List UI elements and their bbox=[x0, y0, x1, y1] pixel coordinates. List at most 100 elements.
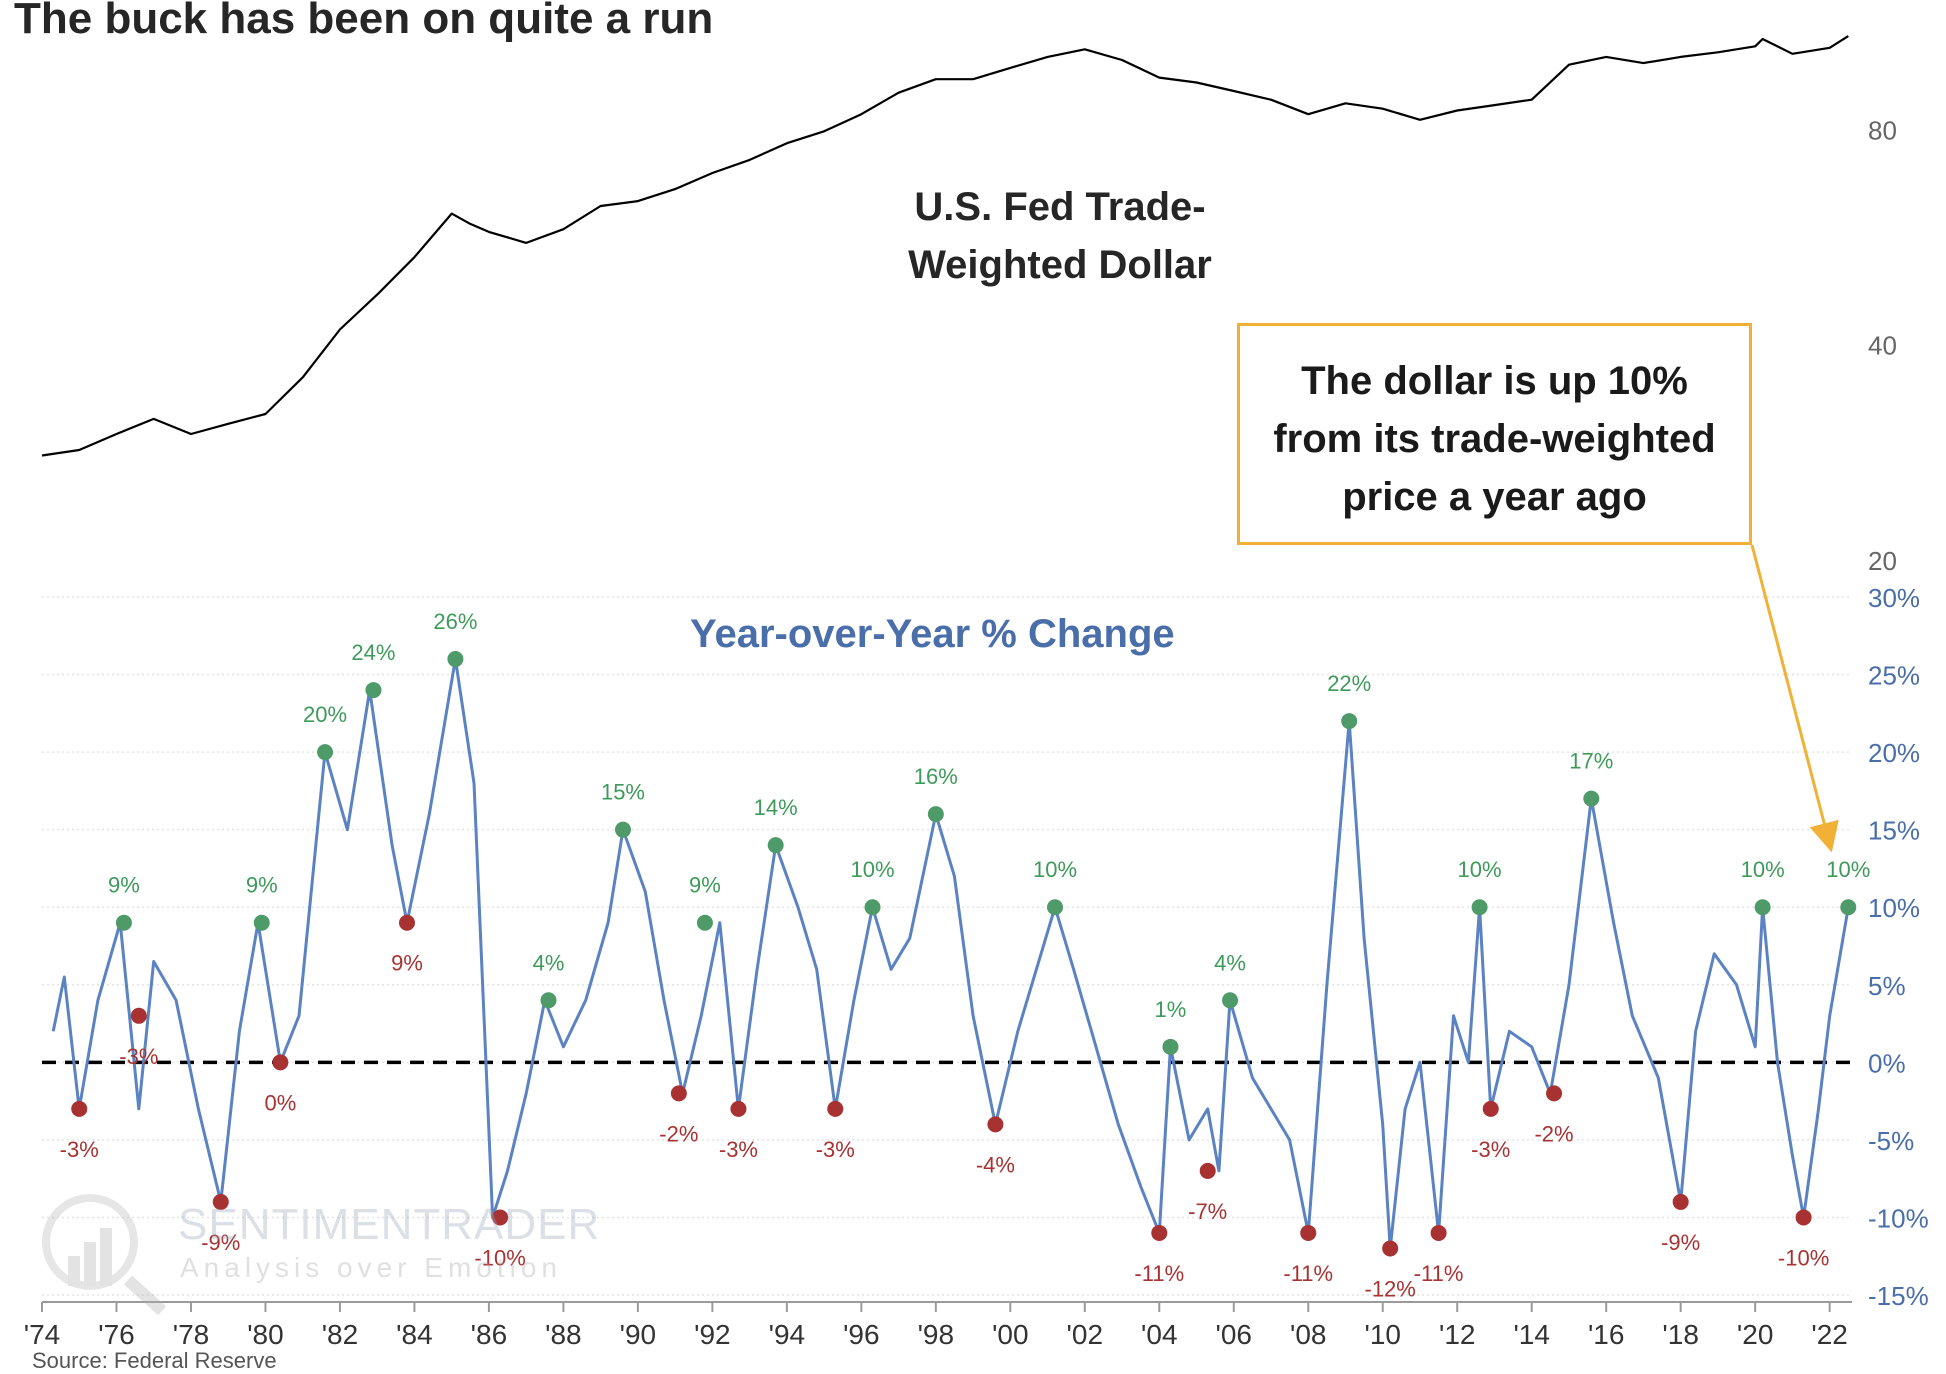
trough-label: -3% bbox=[60, 1137, 99, 1162]
peak-label: 10% bbox=[1826, 857, 1870, 882]
peak-marker bbox=[365, 682, 382, 699]
yoy-series-label: Year-over-Year % Change bbox=[690, 612, 1175, 656]
peak-label: 10% bbox=[1033, 857, 1077, 882]
dollar-series-label-line-2: Weighted Dollar bbox=[908, 243, 1212, 287]
x-axis-tick-label: '06 bbox=[1216, 1319, 1253, 1350]
x-axis-tick-label: '14 bbox=[1513, 1319, 1550, 1350]
trough-marker bbox=[1199, 1162, 1216, 1179]
callout-line-2: from its trade-weighted bbox=[1273, 417, 1716, 461]
trough-label: -2% bbox=[1534, 1121, 1573, 1146]
x-axis-tick-label: '02 bbox=[1067, 1319, 1104, 1350]
peak-marker bbox=[927, 806, 944, 823]
peak-label: 4% bbox=[1214, 950, 1246, 975]
axes: 30% 25% 20% 15% 10% 5% 0% -5% -10% -15% 80 40 20 '74 '… bbox=[24, 115, 1929, 1350]
trough-marker bbox=[398, 914, 415, 931]
peak-marker bbox=[1471, 899, 1488, 916]
x-axis-tick-label: '22 bbox=[1811, 1319, 1848, 1350]
chart-title: The buck has been on quite a run bbox=[14, 0, 714, 43]
price-axis-tick-label: 20 bbox=[1868, 546, 1897, 576]
dollar-price-series bbox=[41, 35, 1849, 457]
trough-label: -12% bbox=[1365, 1276, 1416, 1301]
peak-label: 17% bbox=[1569, 749, 1613, 774]
peak-label: 9% bbox=[108, 873, 140, 898]
trough-marker bbox=[130, 1007, 147, 1024]
yoy-axis-tick-label: 0% bbox=[1868, 1048, 1906, 1078]
x-axis-tick-label: '00 bbox=[992, 1319, 1029, 1350]
extreme-markers: 9% 9% 20% 24% 26% 4% 15% 9% 14% 10% 16% 10% 1% 4% 22% 1… bbox=[60, 609, 1871, 1301]
peak-marker bbox=[1840, 899, 1857, 916]
magnifier-icon bbox=[42, 1194, 138, 1290]
trough-marker bbox=[1672, 1193, 1689, 1210]
peak-marker bbox=[1341, 713, 1358, 730]
peak-marker bbox=[696, 914, 713, 931]
trough-label: 9% bbox=[391, 951, 423, 976]
callout-arrow bbox=[1750, 544, 1839, 853]
yoy-axis-tick-label: 5% bbox=[1868, 971, 1906, 1001]
callout-box: The dollar is up 10% from its trade-weig… bbox=[1237, 323, 1752, 545]
logo-bar-icon bbox=[84, 1242, 96, 1286]
trough-marker bbox=[1546, 1085, 1563, 1102]
trough-marker bbox=[1482, 1100, 1499, 1117]
trough-label: -3% bbox=[816, 1137, 855, 1162]
dollar-series-label-line-1: U.S. Fed Trade- bbox=[914, 185, 1206, 229]
x-axis-tick-label: '82 bbox=[322, 1319, 359, 1350]
peak-marker bbox=[447, 651, 464, 668]
x-axis-tick-label: '84 bbox=[396, 1319, 433, 1350]
x-axis-tick-label: '92 bbox=[694, 1319, 731, 1350]
dollar-series-label: U.S. Fed Trade- Weighted Dollar bbox=[900, 178, 1220, 294]
trough-label: -10% bbox=[1778, 1245, 1829, 1270]
peak-marker bbox=[1162, 1038, 1179, 1055]
x-axis-tick-label: '86 bbox=[471, 1319, 508, 1350]
peak-label: 9% bbox=[689, 873, 721, 898]
x-axis-tick-label: '10 bbox=[1364, 1319, 1401, 1350]
callout-line-3: price a year ago bbox=[1342, 475, 1647, 519]
trough-marker bbox=[71, 1100, 88, 1117]
watermark-tagline: Analysis over Emotion bbox=[180, 1252, 563, 1283]
peak-label: 10% bbox=[850, 857, 894, 882]
trough-marker bbox=[272, 1054, 289, 1071]
x-axis-tick-label: '90 bbox=[620, 1319, 657, 1350]
x-axis-tick-label: '74 bbox=[24, 1319, 61, 1350]
logo-bar-icon bbox=[68, 1256, 80, 1286]
x-axis-tick-label: '16 bbox=[1588, 1319, 1625, 1350]
peak-label: 15% bbox=[601, 780, 645, 805]
price-axis-tick-label: 40 bbox=[1868, 331, 1897, 361]
trough-label: -3% bbox=[719, 1137, 758, 1162]
peak-label: 9% bbox=[246, 873, 278, 898]
x-axis-tick-label: '78 bbox=[173, 1319, 210, 1350]
trough-label: 0% bbox=[264, 1090, 296, 1115]
trough-marker bbox=[1151, 1224, 1168, 1241]
yoy-change-line bbox=[51, 657, 1850, 1250]
dollar-price-line bbox=[41, 35, 1849, 457]
yoy-series bbox=[51, 657, 1850, 1250]
trough-label: -2% bbox=[659, 1121, 698, 1146]
x-axis-tick-label: '80 bbox=[247, 1319, 284, 1350]
x-axis-tick-label: '96 bbox=[843, 1319, 880, 1350]
trough-label: -11% bbox=[1134, 1261, 1184, 1286]
yoy-axis-tick-label: -10% bbox=[1868, 1203, 1929, 1233]
peak-label: 22% bbox=[1327, 671, 1371, 696]
price-axis-tick-label: 80 bbox=[1868, 115, 1897, 145]
peak-marker bbox=[115, 914, 132, 931]
watermark-name: SENTIMENTRADER bbox=[178, 1200, 601, 1249]
peak-label: 26% bbox=[433, 609, 477, 634]
peak-label: 20% bbox=[303, 702, 347, 727]
x-axis-tick-label: '98 bbox=[918, 1319, 955, 1350]
x-axis-tick-label: '18 bbox=[1662, 1319, 1699, 1350]
trough-marker bbox=[1795, 1209, 1812, 1226]
x-axis-tick-label: '04 bbox=[1141, 1319, 1178, 1350]
peak-marker bbox=[253, 914, 270, 931]
trough-label: -3% bbox=[119, 1044, 158, 1069]
trough-label: -9% bbox=[1661, 1230, 1700, 1255]
trough-label: -7% bbox=[1188, 1199, 1227, 1224]
x-axis-tick-label: '08 bbox=[1290, 1319, 1327, 1350]
x-axis-tick-label: '76 bbox=[98, 1319, 135, 1350]
peak-marker bbox=[1583, 790, 1600, 807]
peak-label: 14% bbox=[754, 795, 798, 820]
trough-label: -9% bbox=[201, 1230, 240, 1255]
x-axis-tick-label: '88 bbox=[545, 1319, 582, 1350]
trough-marker bbox=[670, 1085, 687, 1102]
peak-label: 1% bbox=[1155, 997, 1187, 1022]
yoy-axis-tick-label: -5% bbox=[1868, 1126, 1914, 1156]
